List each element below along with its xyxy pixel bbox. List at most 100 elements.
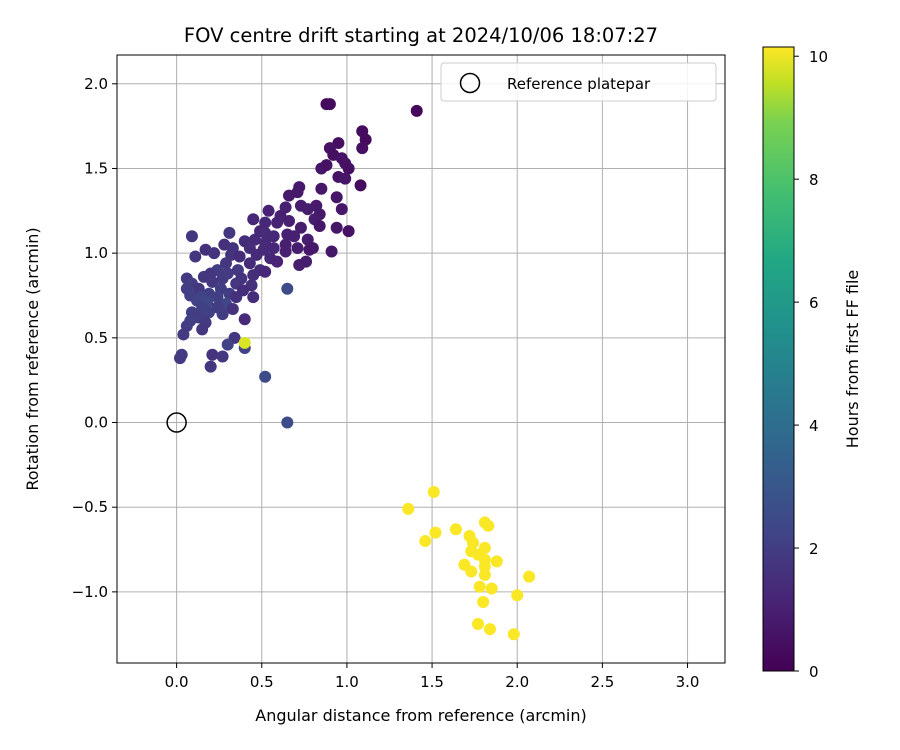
data-point — [281, 416, 294, 429]
y-tick-label: 1.0 — [84, 244, 108, 262]
data-point — [342, 225, 355, 238]
data-point — [483, 623, 496, 636]
data-point — [189, 250, 202, 263]
data-point — [335, 203, 348, 216]
data-point — [267, 242, 280, 255]
y-tick-label: 2.0 — [84, 75, 108, 93]
data-point — [490, 555, 503, 568]
colorbar-gradient — [762, 46, 795, 672]
data-point — [356, 142, 369, 155]
plot-frame — [116, 54, 726, 664]
legend-entry-reference: Reference platepar — [507, 75, 651, 93]
data-point — [243, 257, 256, 270]
colorbar-tick-label: 8 — [809, 171, 819, 189]
colorbar-tick-label: 0 — [809, 663, 819, 681]
data-point — [247, 269, 260, 282]
data-point — [402, 502, 415, 515]
data-point — [478, 560, 491, 573]
data-point — [267, 230, 280, 243]
data-point — [206, 348, 219, 361]
colorbar-ticks: 0 2 4 6 8 10 — [794, 48, 828, 681]
data-point — [219, 257, 232, 270]
data-point — [216, 272, 229, 285]
data-point — [320, 98, 333, 111]
data-point — [294, 221, 307, 234]
data-point — [250, 248, 263, 261]
data-point — [283, 214, 296, 227]
colorbar-tick-label: 4 — [809, 417, 819, 435]
x-axis-label: Angular distance from reference (arcmin) — [255, 706, 586, 725]
data-point — [427, 485, 440, 498]
y-tick-label: −1.0 — [72, 583, 108, 601]
data-point — [291, 242, 304, 255]
data-point — [283, 189, 296, 202]
data-point — [429, 526, 442, 539]
colorbar: 0 2 4 6 8 10 Hours from first FF file — [762, 46, 862, 681]
data-point — [523, 570, 536, 583]
data-point — [177, 328, 190, 341]
data-point — [226, 303, 239, 316]
data-point — [259, 265, 272, 278]
data-point — [477, 596, 490, 609]
data-point — [202, 306, 215, 319]
chart-title: FOV centre drift starting at 2024/10/06 … — [184, 24, 658, 47]
data-point — [281, 282, 294, 295]
data-point — [174, 352, 187, 365]
data-point — [419, 535, 432, 548]
data-point — [315, 182, 328, 195]
data-point — [185, 230, 198, 243]
data-point — [238, 336, 251, 349]
data-point — [303, 243, 316, 256]
data-point — [330, 221, 343, 234]
data-point — [208, 247, 221, 260]
data-point — [342, 162, 355, 175]
data-point — [271, 216, 284, 229]
data-point — [223, 226, 236, 239]
data-point — [482, 519, 495, 532]
x-tick-label: 0.0 — [165, 673, 189, 691]
data-point — [216, 350, 229, 363]
data-point — [478, 568, 491, 581]
x-tick-label: 1.5 — [420, 673, 444, 691]
data-point — [473, 580, 486, 593]
y-axis-ticks: −1.0 −0.5 0.0 0.5 1.0 1.5 2.0 — [72, 75, 117, 601]
data-point — [410, 104, 423, 117]
legend-marker-reference — [459, 72, 481, 94]
colorbar-tick-label: 6 — [809, 294, 819, 312]
y-tick-label: 0.0 — [84, 414, 108, 432]
data-point — [279, 245, 292, 258]
reference-point-marker — [166, 412, 187, 433]
data-point — [293, 259, 306, 272]
colorbar-label: Hours from first FF file — [843, 270, 862, 449]
data-point — [206, 275, 219, 288]
data-point — [354, 179, 367, 192]
data-point — [262, 204, 275, 217]
data-point — [465, 565, 478, 578]
legend: Reference platepar — [440, 62, 717, 102]
data-point — [221, 338, 234, 351]
data-point — [472, 618, 485, 631]
data-point — [196, 323, 209, 336]
data-point — [211, 291, 224, 304]
data-point — [511, 589, 524, 602]
x-axis-ticks: 0.0 0.5 1.0 1.5 2.0 2.5 3.0 — [165, 663, 699, 691]
legend-box — [440, 62, 717, 102]
data-point — [449, 523, 462, 536]
x-tick-label: 0.5 — [250, 673, 274, 691]
data-point — [325, 245, 338, 258]
data-point — [330, 191, 343, 204]
data-point — [204, 360, 217, 373]
data-point — [320, 159, 333, 172]
y-tick-label: 1.5 — [84, 159, 108, 177]
data-point — [271, 255, 284, 268]
y-tick-label: −0.5 — [72, 498, 108, 516]
data-point — [230, 291, 243, 304]
data-point — [238, 313, 251, 326]
data-point — [259, 370, 272, 383]
data-point — [485, 582, 498, 595]
data-point — [313, 220, 326, 233]
y-tick-label: 0.5 — [84, 329, 108, 347]
data-point — [507, 628, 520, 641]
data-point — [216, 308, 229, 321]
